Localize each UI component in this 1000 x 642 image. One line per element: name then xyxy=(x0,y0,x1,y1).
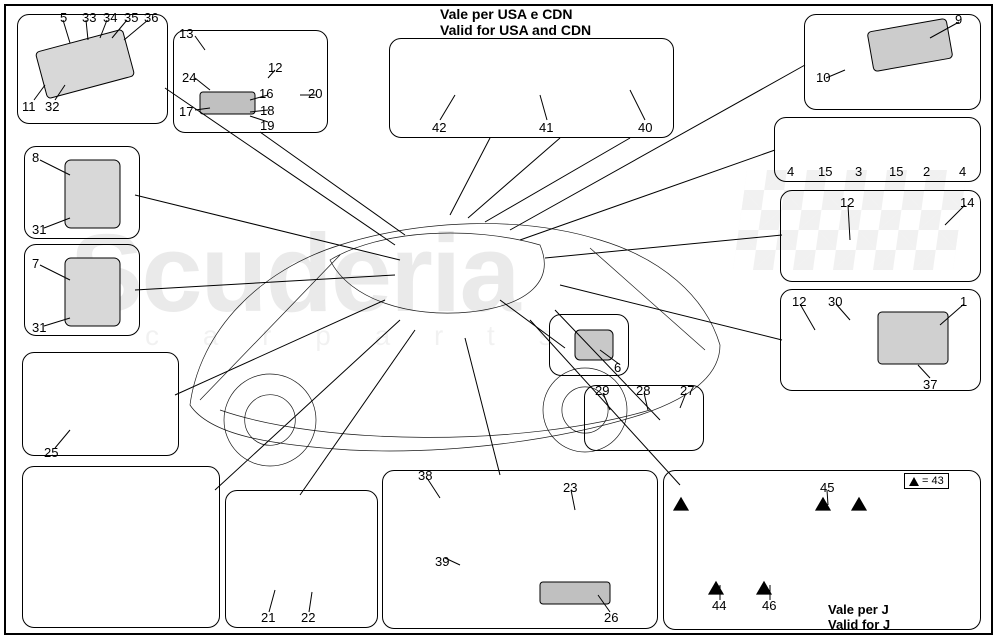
callout-18: 18 xyxy=(260,103,274,118)
callout-35: 35 xyxy=(124,10,138,25)
callout-9: 9 xyxy=(955,12,962,27)
callout-45: 45 xyxy=(820,480,834,495)
callout-15: 15 xyxy=(889,164,903,179)
panel-p_b3 xyxy=(382,470,658,629)
callout-22: 22 xyxy=(301,610,315,625)
callout-12: 12 xyxy=(268,60,282,75)
callout-5: 5 xyxy=(60,10,67,25)
panel-p_r1 xyxy=(780,190,981,282)
callout-31: 31 xyxy=(32,222,46,237)
callout-42: 42 xyxy=(432,120,446,135)
callout-36: 36 xyxy=(144,10,158,25)
callout-41: 41 xyxy=(539,120,553,135)
callout-4: 4 xyxy=(959,164,966,179)
callout-20: 20 xyxy=(308,86,322,101)
panel-p_b2 xyxy=(225,490,378,628)
callout-40: 40 xyxy=(638,120,652,135)
callout-44: 44 xyxy=(712,598,726,613)
callout-39: 39 xyxy=(435,554,449,569)
callout-7: 7 xyxy=(32,256,39,271)
callout-25: 25 xyxy=(44,445,58,460)
callout-31: 31 xyxy=(32,320,46,335)
callout-2: 2 xyxy=(923,164,930,179)
callout-34: 34 xyxy=(103,10,117,25)
callout-24: 24 xyxy=(182,70,196,85)
callout-4: 4 xyxy=(787,164,794,179)
callout-46: 46 xyxy=(762,598,776,613)
panel-p_tr2 xyxy=(774,117,981,182)
callout-3: 3 xyxy=(855,164,862,179)
callout-6: 6 xyxy=(614,360,621,375)
callout-8: 8 xyxy=(32,150,39,165)
panel-p_tr1 xyxy=(804,14,981,110)
callout-21: 21 xyxy=(261,610,275,625)
callout-1: 1 xyxy=(960,294,967,309)
callout-12: 12 xyxy=(792,294,806,309)
panel-p_r2 xyxy=(780,289,981,391)
callout-12: 12 xyxy=(840,195,854,210)
panel-p_b1 xyxy=(22,466,220,628)
callout-13: 13 xyxy=(179,26,193,41)
callout-29: 29 xyxy=(595,383,609,398)
callout-23: 23 xyxy=(563,480,577,495)
callout-16: 16 xyxy=(259,86,273,101)
callout-14: 14 xyxy=(960,195,974,210)
callout-15: 15 xyxy=(818,164,832,179)
callout-10: 10 xyxy=(816,70,830,85)
header-line1: Vale per USA e CDN xyxy=(440,6,573,22)
callout-19: 19 xyxy=(260,118,274,133)
panel-p_g1 xyxy=(22,352,179,456)
header-line2: Valid for USA and CDN xyxy=(440,22,591,38)
panel-p_tl xyxy=(17,14,168,124)
callout-28: 28 xyxy=(636,383,650,398)
callout-37: 37 xyxy=(923,377,937,392)
callout-33: 33 xyxy=(82,10,96,25)
callout-17: 17 xyxy=(179,104,193,119)
callout-32: 32 xyxy=(45,99,59,114)
callout-30: 30 xyxy=(828,294,842,309)
callout-38: 38 xyxy=(418,468,432,483)
callout-11: 11 xyxy=(22,99,36,114)
callout-27: 27 xyxy=(680,383,694,398)
callout-26: 26 xyxy=(604,610,618,625)
